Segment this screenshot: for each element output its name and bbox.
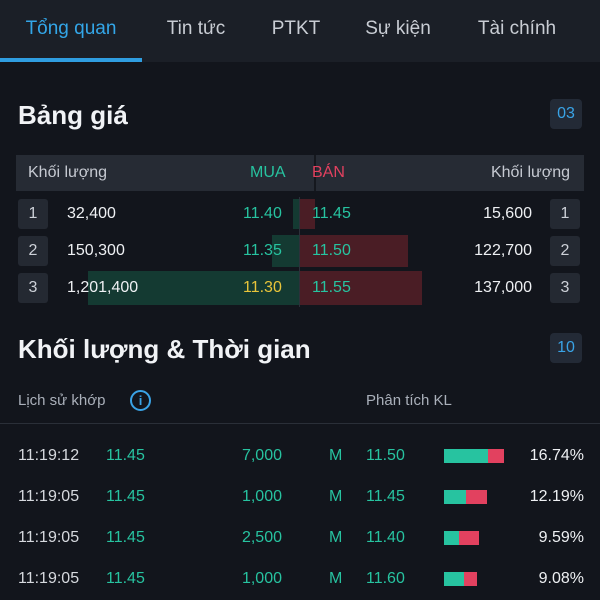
trade-price: 11.45 xyxy=(106,447,145,464)
analysis-buy-bar xyxy=(444,531,459,545)
analysis-sell-bar xyxy=(488,449,504,463)
order-book-header: Khối lượng MUA BÁN Khối lượng xyxy=(16,155,584,191)
analysis-percent: 16.74% xyxy=(529,447,584,464)
analysis-percent: 9.59% xyxy=(538,529,584,546)
analysis-price: 11.60 xyxy=(366,570,405,587)
price-board-depth-badge[interactable]: 03 xyxy=(550,99,582,129)
row-index: 2 xyxy=(18,236,48,266)
tab-technical-analysis[interactable]: PTKT xyxy=(271,18,321,39)
buy-price: 11.35 xyxy=(243,242,282,259)
analysis-sell-bar xyxy=(464,572,477,586)
tab-news[interactable]: Tin tức xyxy=(166,18,226,39)
buy-price: 11.30 xyxy=(243,279,282,296)
volume-analysis-label: Phân tích KL xyxy=(366,392,452,409)
sell-price: 11.50 xyxy=(312,242,351,259)
analysis-sell-bar xyxy=(466,490,487,504)
analysis-sell-bar xyxy=(459,531,479,545)
tab-bar: Tổng quan Tin tức PTKT Sự kiện Tài chính xyxy=(0,0,600,62)
trade-time: 11:19:05 xyxy=(18,529,80,546)
analysis-price: 11.45 xyxy=(366,488,405,505)
trade-volume: 1,000 xyxy=(241,488,282,505)
buy-price: 11.40 xyxy=(243,205,282,222)
trade-volume: 1,000 xyxy=(241,570,282,587)
trade-price: 11.45 xyxy=(106,488,145,505)
trade-time: 11:19:12 xyxy=(18,447,80,464)
trade-volume: 2,500 xyxy=(241,529,282,546)
buy-volume: 150,300 xyxy=(67,242,125,259)
buy-volume-header: Khối lượng xyxy=(28,164,108,181)
buy-volume: 1,201,400 xyxy=(67,279,139,296)
trade-side: M xyxy=(329,529,343,546)
sell-volume: 137,000 xyxy=(474,279,532,296)
row-index-right: 2 xyxy=(550,236,580,266)
price-board-title: Bảng giá xyxy=(18,100,128,130)
buy-volume: 32,400 xyxy=(67,205,116,222)
analysis-buy-bar xyxy=(444,572,464,586)
analysis-buy-bar xyxy=(444,449,488,463)
sell-depth-bar-3 xyxy=(300,271,422,305)
tab-overview[interactable]: Tổng quan xyxy=(25,18,117,39)
trade-volume: 7,000 xyxy=(241,447,282,464)
analysis-percent: 12.19% xyxy=(529,488,584,505)
match-history-label: Lịch sử khớp xyxy=(18,392,106,409)
tab-financials[interactable]: Tài chính xyxy=(477,18,557,39)
sell-price: 11.55 xyxy=(312,279,351,296)
section-divider xyxy=(0,423,600,424)
trade-time: 11:19:05 xyxy=(18,488,80,505)
row-index: 3 xyxy=(18,273,48,303)
sell-volume: 122,700 xyxy=(474,242,532,259)
sell-depth-bar-1 xyxy=(300,199,315,229)
buy-depth-bar-3 xyxy=(88,271,299,305)
analysis-percent: 9.08% xyxy=(538,570,584,587)
trade-time: 11:19:05 xyxy=(18,570,80,587)
sell-header: BÁN xyxy=(312,164,345,181)
header-divider xyxy=(314,155,316,191)
sell-depth-bar-2 xyxy=(300,235,408,267)
analysis-price: 11.40 xyxy=(366,529,405,546)
trade-side: M xyxy=(329,447,343,464)
sell-price: 11.45 xyxy=(312,205,351,222)
active-tab-indicator xyxy=(0,58,142,62)
buy-depth-bar-2 xyxy=(272,235,299,267)
row-index: 1 xyxy=(18,199,48,229)
sell-volume: 15,600 xyxy=(483,205,532,222)
row-index-right: 3 xyxy=(550,273,580,303)
buy-depth-bar-1 xyxy=(293,199,299,229)
order-book-center-line xyxy=(299,197,300,307)
tab-events[interactable]: Sự kiện xyxy=(365,18,431,39)
info-icon[interactable]: i xyxy=(130,390,151,411)
analysis-buy-bar xyxy=(444,490,466,504)
buy-header: MUA xyxy=(250,164,286,181)
sell-volume-header: Khối lượng xyxy=(490,164,570,181)
row-index-right: 1 xyxy=(550,199,580,229)
trade-side: M xyxy=(329,488,343,505)
trade-side: M xyxy=(329,570,343,587)
trades-count-badge[interactable]: 10 xyxy=(550,333,582,363)
trade-price: 11.45 xyxy=(106,570,145,587)
analysis-price: 11.50 xyxy=(366,447,405,464)
trade-price: 11.45 xyxy=(106,529,145,546)
volume-time-title: Khối lượng & Thời gian xyxy=(18,334,311,364)
